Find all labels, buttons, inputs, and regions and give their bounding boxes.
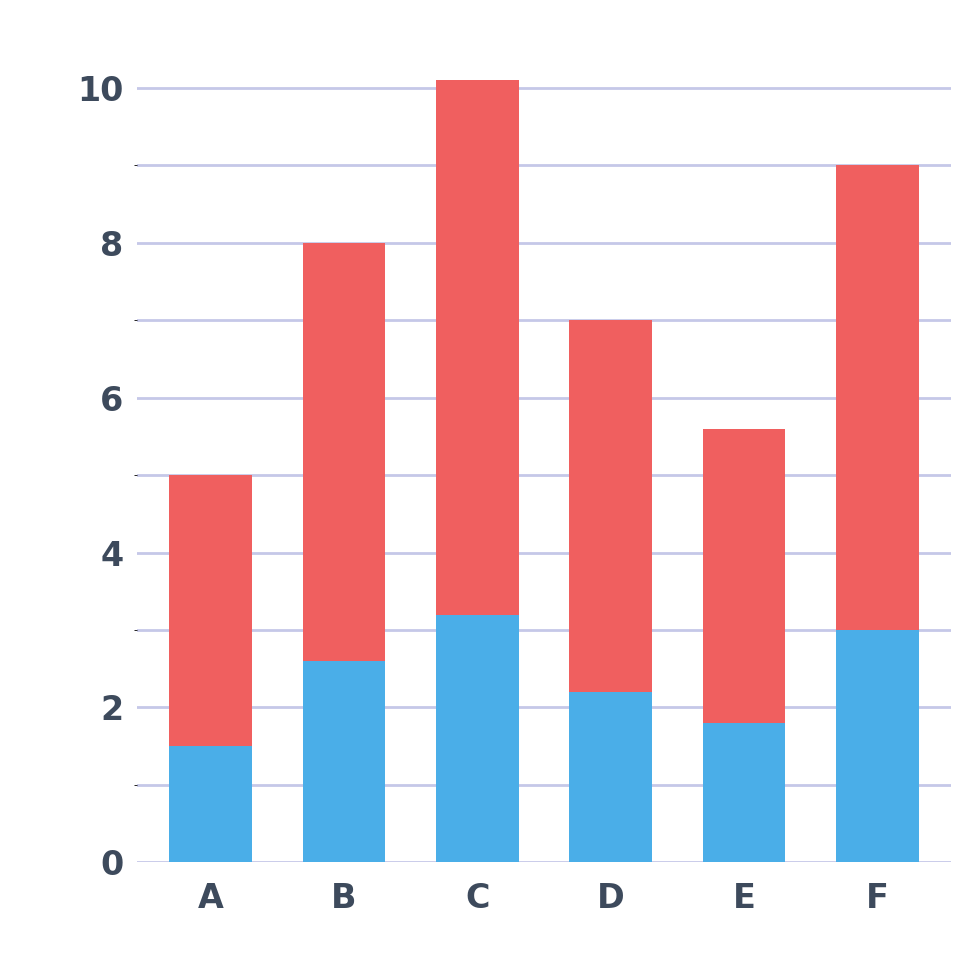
- Bar: [303, 661, 385, 862]
- Bar: [569, 692, 652, 862]
- Bar: [569, 320, 652, 692]
- Bar: [303, 243, 385, 661]
- Bar: [703, 428, 785, 723]
- Bar: [836, 630, 918, 862]
- Bar: [703, 723, 785, 862]
- Bar: [170, 746, 252, 862]
- Bar: [436, 80, 518, 614]
- Bar: [170, 475, 252, 746]
- Bar: [836, 166, 918, 630]
- Bar: [436, 614, 518, 862]
